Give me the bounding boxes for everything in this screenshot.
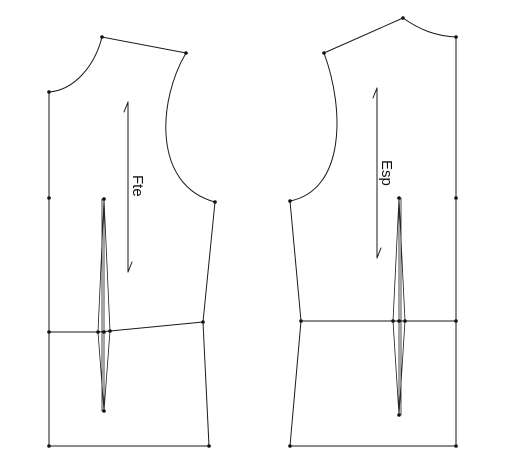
- back-bodice-piece: Esp: [288, 16, 458, 448]
- front-bodice-piece: Fte: [47, 35, 217, 448]
- back-side-seam-lower: [289, 320, 302, 447]
- back-neckline: [402, 17, 457, 38]
- front-neckline: [48, 36, 103, 93]
- front-armhole: [165, 52, 216, 203]
- back-grain-line: [372, 87, 382, 259]
- front-side-seam-lower: [202, 321, 210, 447]
- front-side-seam-upper: [202, 201, 216, 323]
- back-shoulder-line: [323, 17, 404, 54]
- front-grain-line: [123, 101, 133, 273]
- back-side-seam-upper: [289, 200, 302, 322]
- front-piece-label: Fte: [129, 175, 146, 197]
- back-construction-points: [288, 16, 458, 448]
- front-shoulder-line: [101, 36, 187, 54]
- front-construction-points: [47, 35, 217, 448]
- back-armhole: [289, 52, 338, 202]
- front-waist-line: [48, 321, 204, 333]
- front-waist-dart: [97, 198, 111, 412]
- back-waist-dart: [392, 197, 406, 416]
- back-piece-label: Esp: [378, 160, 395, 186]
